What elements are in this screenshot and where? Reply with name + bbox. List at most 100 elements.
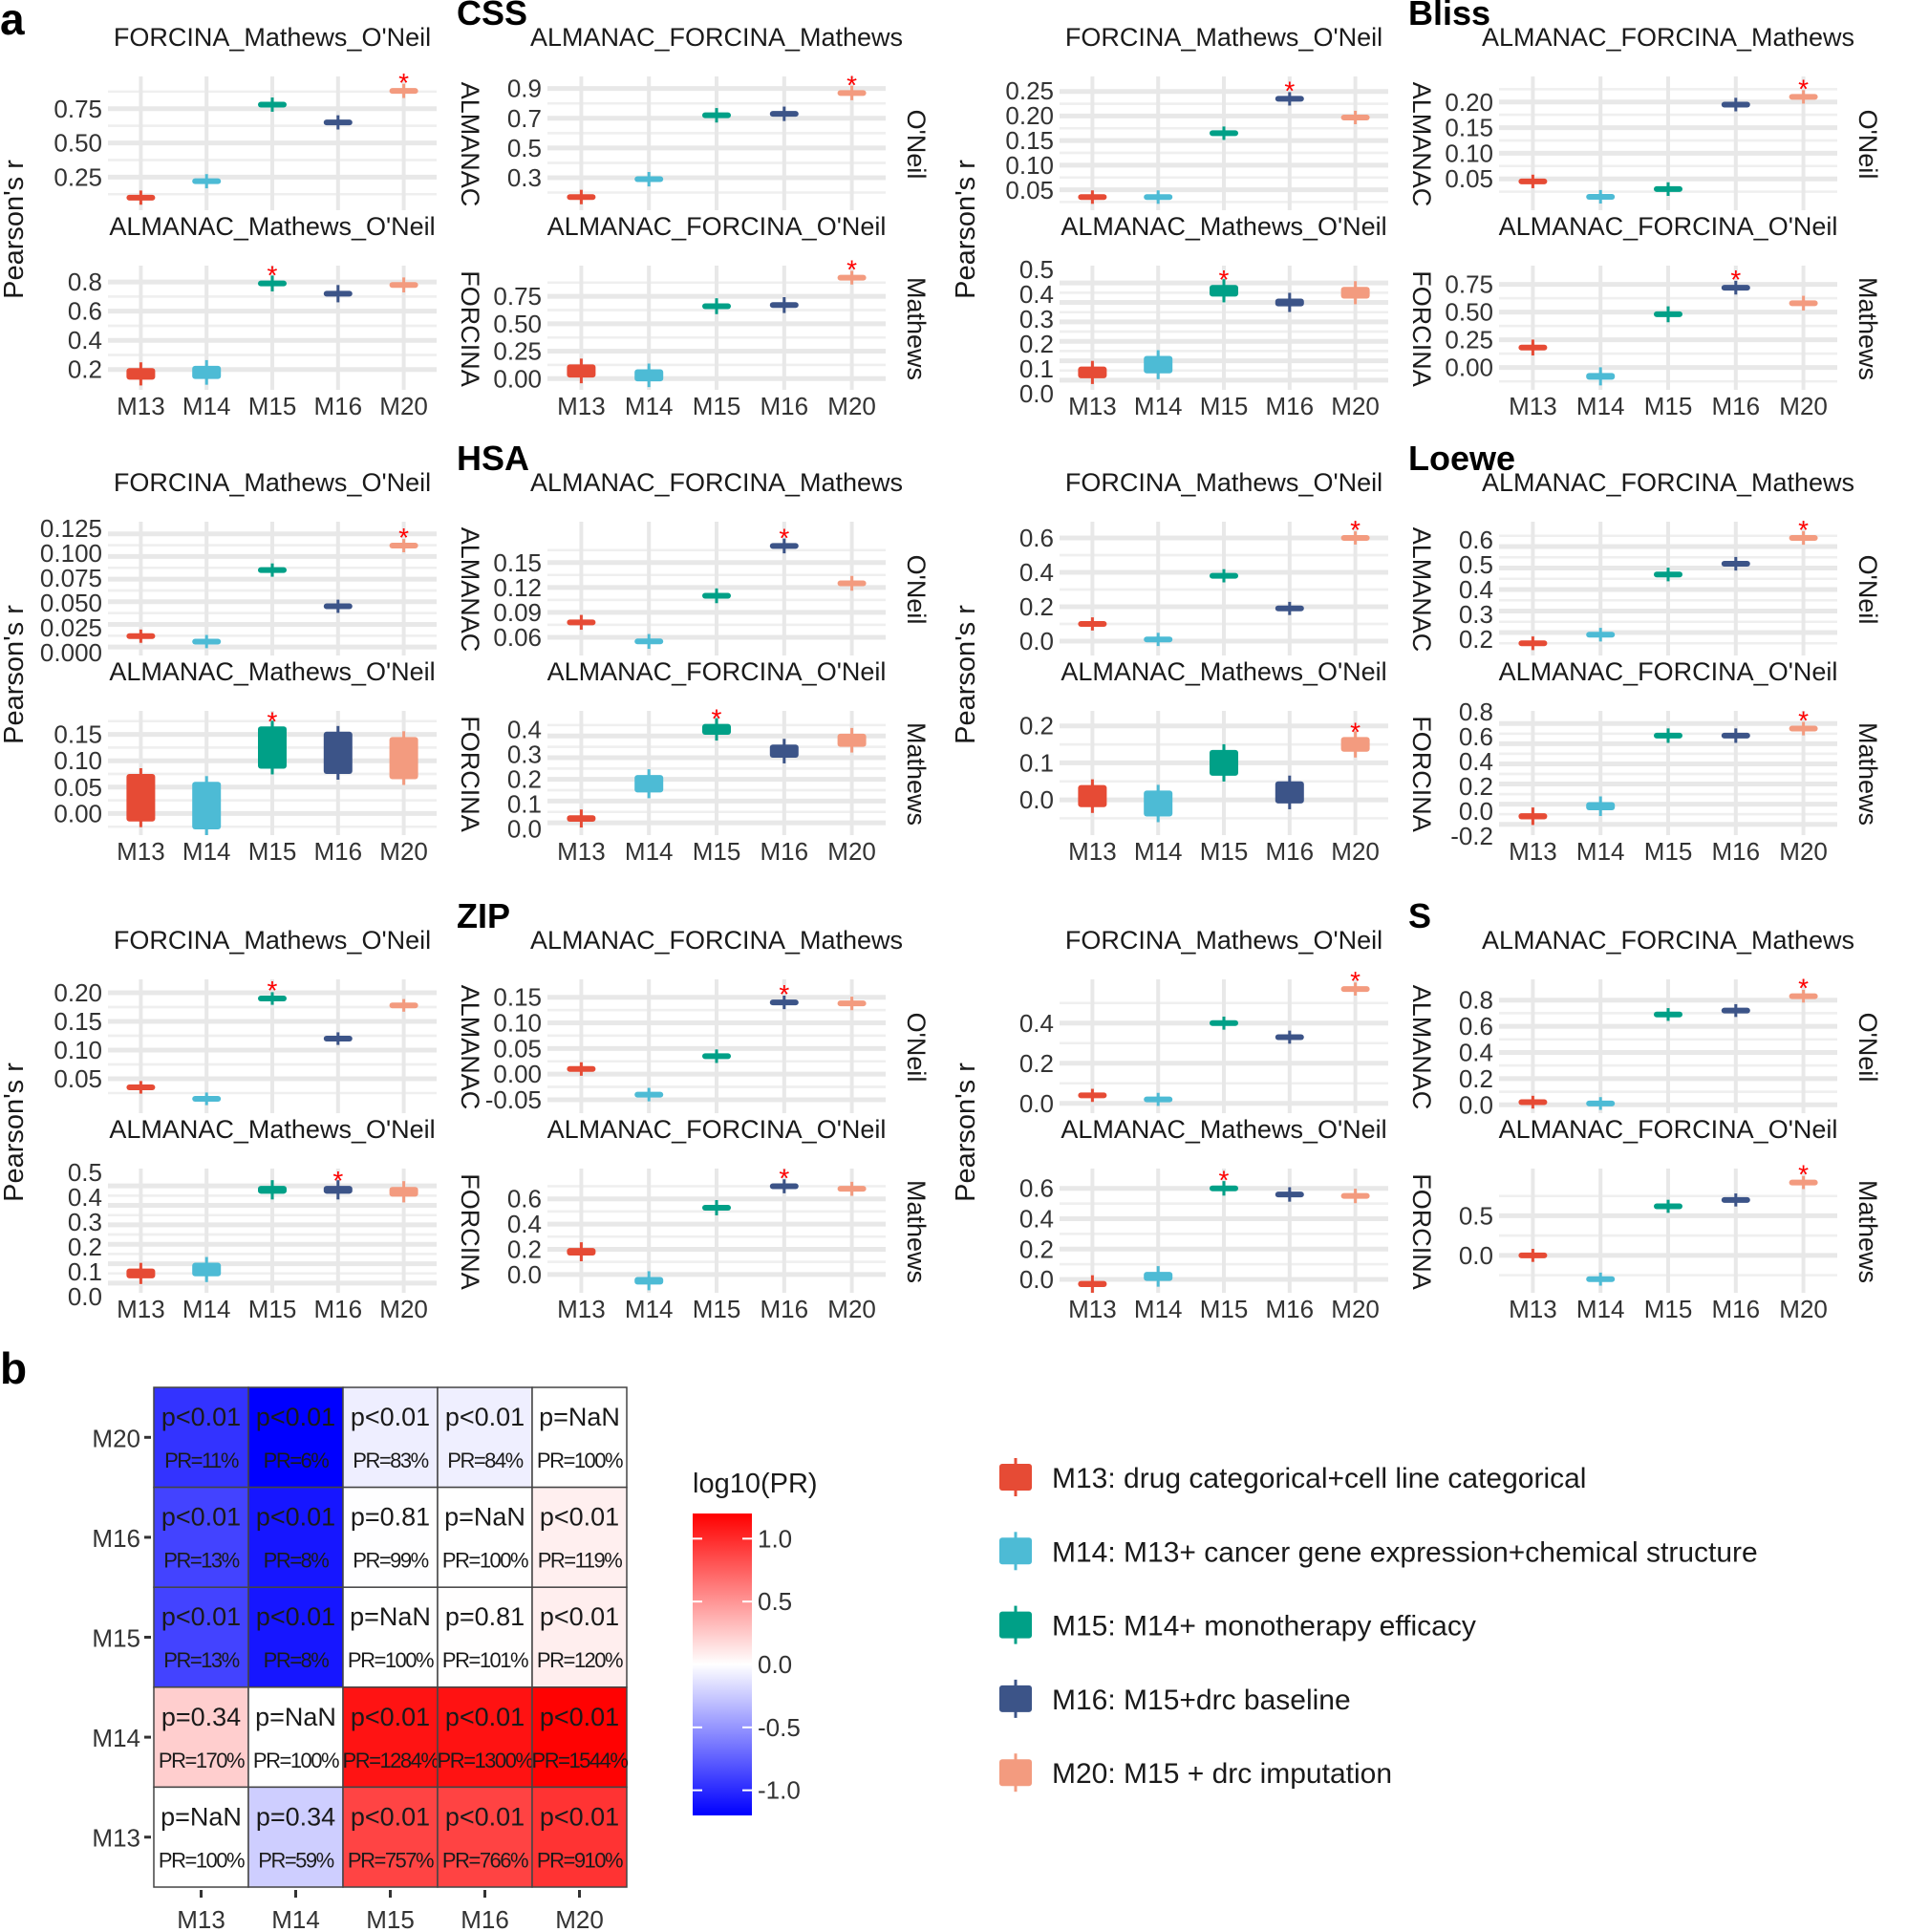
error-box-m13	[1078, 784, 1107, 807]
facet-strip-label: ALMANAC	[456, 985, 484, 1110]
y-tick-label: 0.50	[1445, 298, 1493, 327]
heatmap-cell	[247, 1386, 344, 1489]
y-axis-label: Pearson's r	[951, 160, 981, 299]
x-tick-label: M20	[1331, 1295, 1380, 1323]
facet-panel: ALMANAC_FORCINA_MathewsO'Neil-0.050.000.…	[485, 926, 931, 1114]
y-tick-label: 0.0	[1019, 627, 1054, 655]
y-tick-label: 0.15	[1445, 114, 1493, 142]
x-tick-label: M20	[827, 837, 876, 866]
facet-strip-label: FORCINA	[456, 716, 484, 832]
error-box-m14	[192, 1262, 222, 1277]
cell-p-value: p<0.01	[540, 1703, 619, 1731]
x-tick-label: M20	[379, 837, 428, 866]
error-box-m15	[1210, 572, 1238, 579]
y-tick-label: 0.50	[493, 310, 542, 338]
method-title: S	[1408, 896, 1431, 935]
facet-title: ALMANAC_Mathews_O'Neil	[109, 1115, 435, 1144]
y-tick-label: 0.0	[1019, 785, 1054, 814]
x-tick-label: M16	[761, 837, 809, 866]
y-tick-label: 0.4	[507, 716, 542, 744]
y-tick-label: 0.5	[1019, 255, 1054, 284]
x-tick-label: M14	[182, 392, 231, 420]
y-tick-label: 0.05	[54, 1064, 102, 1093]
y-tick-label: 0.000	[40, 638, 102, 667]
error-box-m20	[1789, 300, 1818, 307]
facet-strip-label: ALMANAC	[1407, 527, 1436, 653]
colorbar-tick-label: -1.0	[758, 1776, 801, 1805]
facet-panel: ALMANAC_FORCINA_O'NeilMathews0.00.10.20.…	[507, 657, 931, 866]
error-box-m15	[1210, 749, 1238, 776]
y-tick-label: 0.75	[493, 282, 542, 311]
error-box-m14	[1586, 193, 1616, 200]
method-title: Loewe	[1408, 439, 1515, 478]
heatmap-row-label: M13	[92, 1824, 140, 1853]
error-box-m14	[634, 775, 664, 793]
error-box-m14	[634, 369, 664, 382]
facet-panel: ALMANAC_FORCINA_MathewsO'Neil0.20.30.40.…	[1459, 468, 1882, 655]
error-box-m14	[192, 178, 222, 184]
cell-pr-value: PR=101%	[442, 1648, 528, 1672]
y-tick-label: 0.8	[1459, 698, 1493, 726]
cell-pr-value: PR=8%	[264, 1648, 330, 1672]
facet-strip-label: FORCINA	[456, 1173, 484, 1290]
error-box-m15	[258, 996, 287, 1001]
method-title: ZIP	[457, 896, 510, 935]
error-box-m16	[1275, 298, 1304, 307]
cell-p-value: p=0.81	[445, 1602, 525, 1631]
cell-p-value: p<0.01	[351, 1703, 430, 1731]
cell-pr-value: PR=100%	[159, 1848, 245, 1872]
significance-star: *	[268, 706, 278, 736]
error-box-m15	[1654, 1203, 1682, 1210]
x-tick-label: M13	[1509, 1295, 1557, 1323]
cell-pr-value: PR=766%	[442, 1848, 528, 1872]
cell-p-value: p=0.34	[161, 1703, 241, 1731]
error-box-m13	[1078, 621, 1107, 627]
error-box-m15	[702, 303, 731, 310]
error-box-m14	[1586, 632, 1616, 638]
x-tick-label: M15	[693, 1295, 741, 1323]
y-tick-label: 0.6	[1459, 722, 1493, 751]
error-box-m20	[1340, 287, 1370, 299]
y-tick-label: 0.5	[1459, 1201, 1493, 1230]
y-tick-label: 0.10	[54, 1036, 102, 1064]
heatmap-col-label: M20	[555, 1905, 604, 1932]
error-box-m16	[1275, 1034, 1304, 1041]
significance-star: *	[779, 523, 789, 552]
error-box-m13	[1078, 1092, 1107, 1099]
cell-pr-value: PR=1544%	[532, 1749, 629, 1772]
facet-panel: ALMANAC_FORCINA_Mathews O'Neil 0.30.50.70.…	[507, 23, 931, 210]
y-tick-label: 0.0	[1019, 1265, 1054, 1294]
error-box-m20	[1789, 535, 1818, 541]
colorbar-title: log10(PR)	[693, 1469, 818, 1499]
legend-label: M14: M13+ cancer gene expression+chemica…	[1052, 1536, 1758, 1568]
heatmap-cell	[247, 1686, 344, 1789]
y-axis-label: Pearson's r	[951, 605, 981, 744]
legend-item-m20: M20: M15 + drc imputation	[999, 1753, 1392, 1792]
error-box-m20	[837, 1000, 867, 1007]
facet-title: ALMANAC_Mathews_O'Neil	[1061, 212, 1386, 241]
error-box-m16	[323, 1186, 353, 1194]
cell-pr-value: PR=11%	[164, 1449, 239, 1472]
facet-strip-label: O'Neil	[902, 110, 931, 180]
cell-p-value: p<0.01	[256, 1503, 335, 1532]
heatmap-row-label: M15	[92, 1624, 140, 1653]
error-box-m14	[634, 1277, 664, 1285]
facet-title: ALMANAC_FORCINA_Mathews	[1482, 926, 1854, 955]
y-tick-label: 0.7	[507, 104, 542, 133]
error-box-m14	[1144, 194, 1173, 201]
y-tick-label: 0.15	[493, 983, 542, 1012]
cell-pr-value: PR=1300%	[438, 1749, 534, 1772]
x-tick-label: M16	[1712, 392, 1761, 420]
error-box-m15	[1210, 1185, 1238, 1191]
y-tick-label: 0.1	[1019, 748, 1054, 777]
legend-label: M15: M14+ monotherapy efficacy	[1052, 1611, 1476, 1642]
x-tick-label: M13	[1068, 837, 1117, 866]
error-box-m14	[192, 365, 222, 379]
x-tick-label: M20	[1779, 392, 1828, 420]
error-box-m14	[1144, 1096, 1173, 1103]
error-box-m20	[1340, 737, 1370, 752]
cell-p-value: p<0.01	[351, 1802, 430, 1831]
facet-panel: ALMANAC_FORCINA_O'NeilMathews-0.20.00.20…	[1450, 657, 1882, 866]
y-tick-label: 0.05	[1445, 164, 1493, 193]
error-box-m16	[323, 603, 353, 610]
